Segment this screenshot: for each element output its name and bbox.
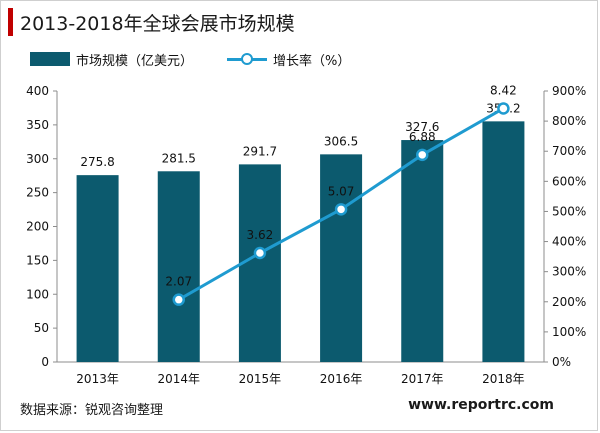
growth-value-label: 5.07 xyxy=(328,184,355,198)
title-accent-bar xyxy=(8,8,13,36)
y-left-tick-label: 0 xyxy=(41,355,49,369)
x-tick-label: 2014年 xyxy=(157,372,200,386)
bar xyxy=(157,171,200,362)
growth-value-label: 8.42 xyxy=(490,83,517,97)
y-left-tick-label: 350 xyxy=(26,118,49,132)
growth-point xyxy=(172,293,185,306)
y-right-tick-label: 900% xyxy=(552,84,586,98)
growth-point xyxy=(334,203,348,216)
y-left-tick-label: 200 xyxy=(26,220,49,234)
legend-item-line: 增长率（%） xyxy=(227,50,350,69)
y-left-tick-label: 100 xyxy=(26,287,49,301)
growth-value-label: 3.62 xyxy=(247,228,274,242)
legend-bar-label: 市场规模（亿美元） xyxy=(76,53,194,69)
bar xyxy=(401,140,444,362)
y-right-tick-label: 100% xyxy=(552,325,586,339)
x-tick-label: 2015年 xyxy=(239,372,282,386)
growth-point xyxy=(497,102,510,115)
bar xyxy=(482,121,525,363)
y-right-tick-label: 500% xyxy=(552,204,586,218)
y-left-tick-label: 300 xyxy=(26,152,49,166)
bar xyxy=(320,154,363,362)
legend-line-swatch xyxy=(227,52,268,66)
chart-title: 2013-2018年全球会展市场规模 xyxy=(20,13,295,35)
legend-bar-swatch xyxy=(30,52,70,66)
growth-value-label: 2.07 xyxy=(165,275,192,289)
y-left-tick-label: 150 xyxy=(26,253,49,267)
website-watermark: www.reportrc.com xyxy=(408,397,554,413)
y-right-tick-label: 800% xyxy=(552,114,586,128)
bar-value-label: 327.6 xyxy=(405,120,439,134)
bar-value-label: 306.5 xyxy=(324,134,358,148)
bar-value-label: 281.5 xyxy=(162,151,196,165)
growth-point xyxy=(416,148,429,162)
y-right-tick-label: 400% xyxy=(552,235,586,249)
source-note: 数据来源：锐观咨询整理 xyxy=(20,403,164,418)
y-right-tick-label: 700% xyxy=(552,144,586,158)
y-right-tick-label: 300% xyxy=(552,265,586,279)
bar xyxy=(238,164,281,362)
legend-line-label: 增长率（%） xyxy=(273,53,351,69)
chart-legend: 市场规模（亿美元） 增长率（%） xyxy=(30,48,384,70)
y-right-tick-label: 200% xyxy=(552,295,586,309)
x-tick-label: 2018年 xyxy=(482,372,525,386)
bar-value-label: 275.8 xyxy=(80,155,114,169)
y-right-tick-label: 0% xyxy=(552,355,571,369)
y-left-tick-label: 50 xyxy=(34,321,49,335)
growth-point xyxy=(253,246,267,260)
bar-value-label: 291.7 xyxy=(243,144,277,158)
legend-item-bar: 市场规模（亿美元） xyxy=(30,50,193,69)
x-tick-label: 2013年 xyxy=(76,372,119,386)
y-left-tick-label: 400 xyxy=(26,84,49,98)
growth-value-label: 6.88 xyxy=(409,130,436,144)
y-left-tick-label: 250 xyxy=(26,186,49,200)
x-tick-label: 2016年 xyxy=(320,372,363,386)
x-tick-label: 2017年 xyxy=(401,372,444,386)
bar xyxy=(76,175,119,362)
y-right-tick-label: 600% xyxy=(552,174,586,188)
